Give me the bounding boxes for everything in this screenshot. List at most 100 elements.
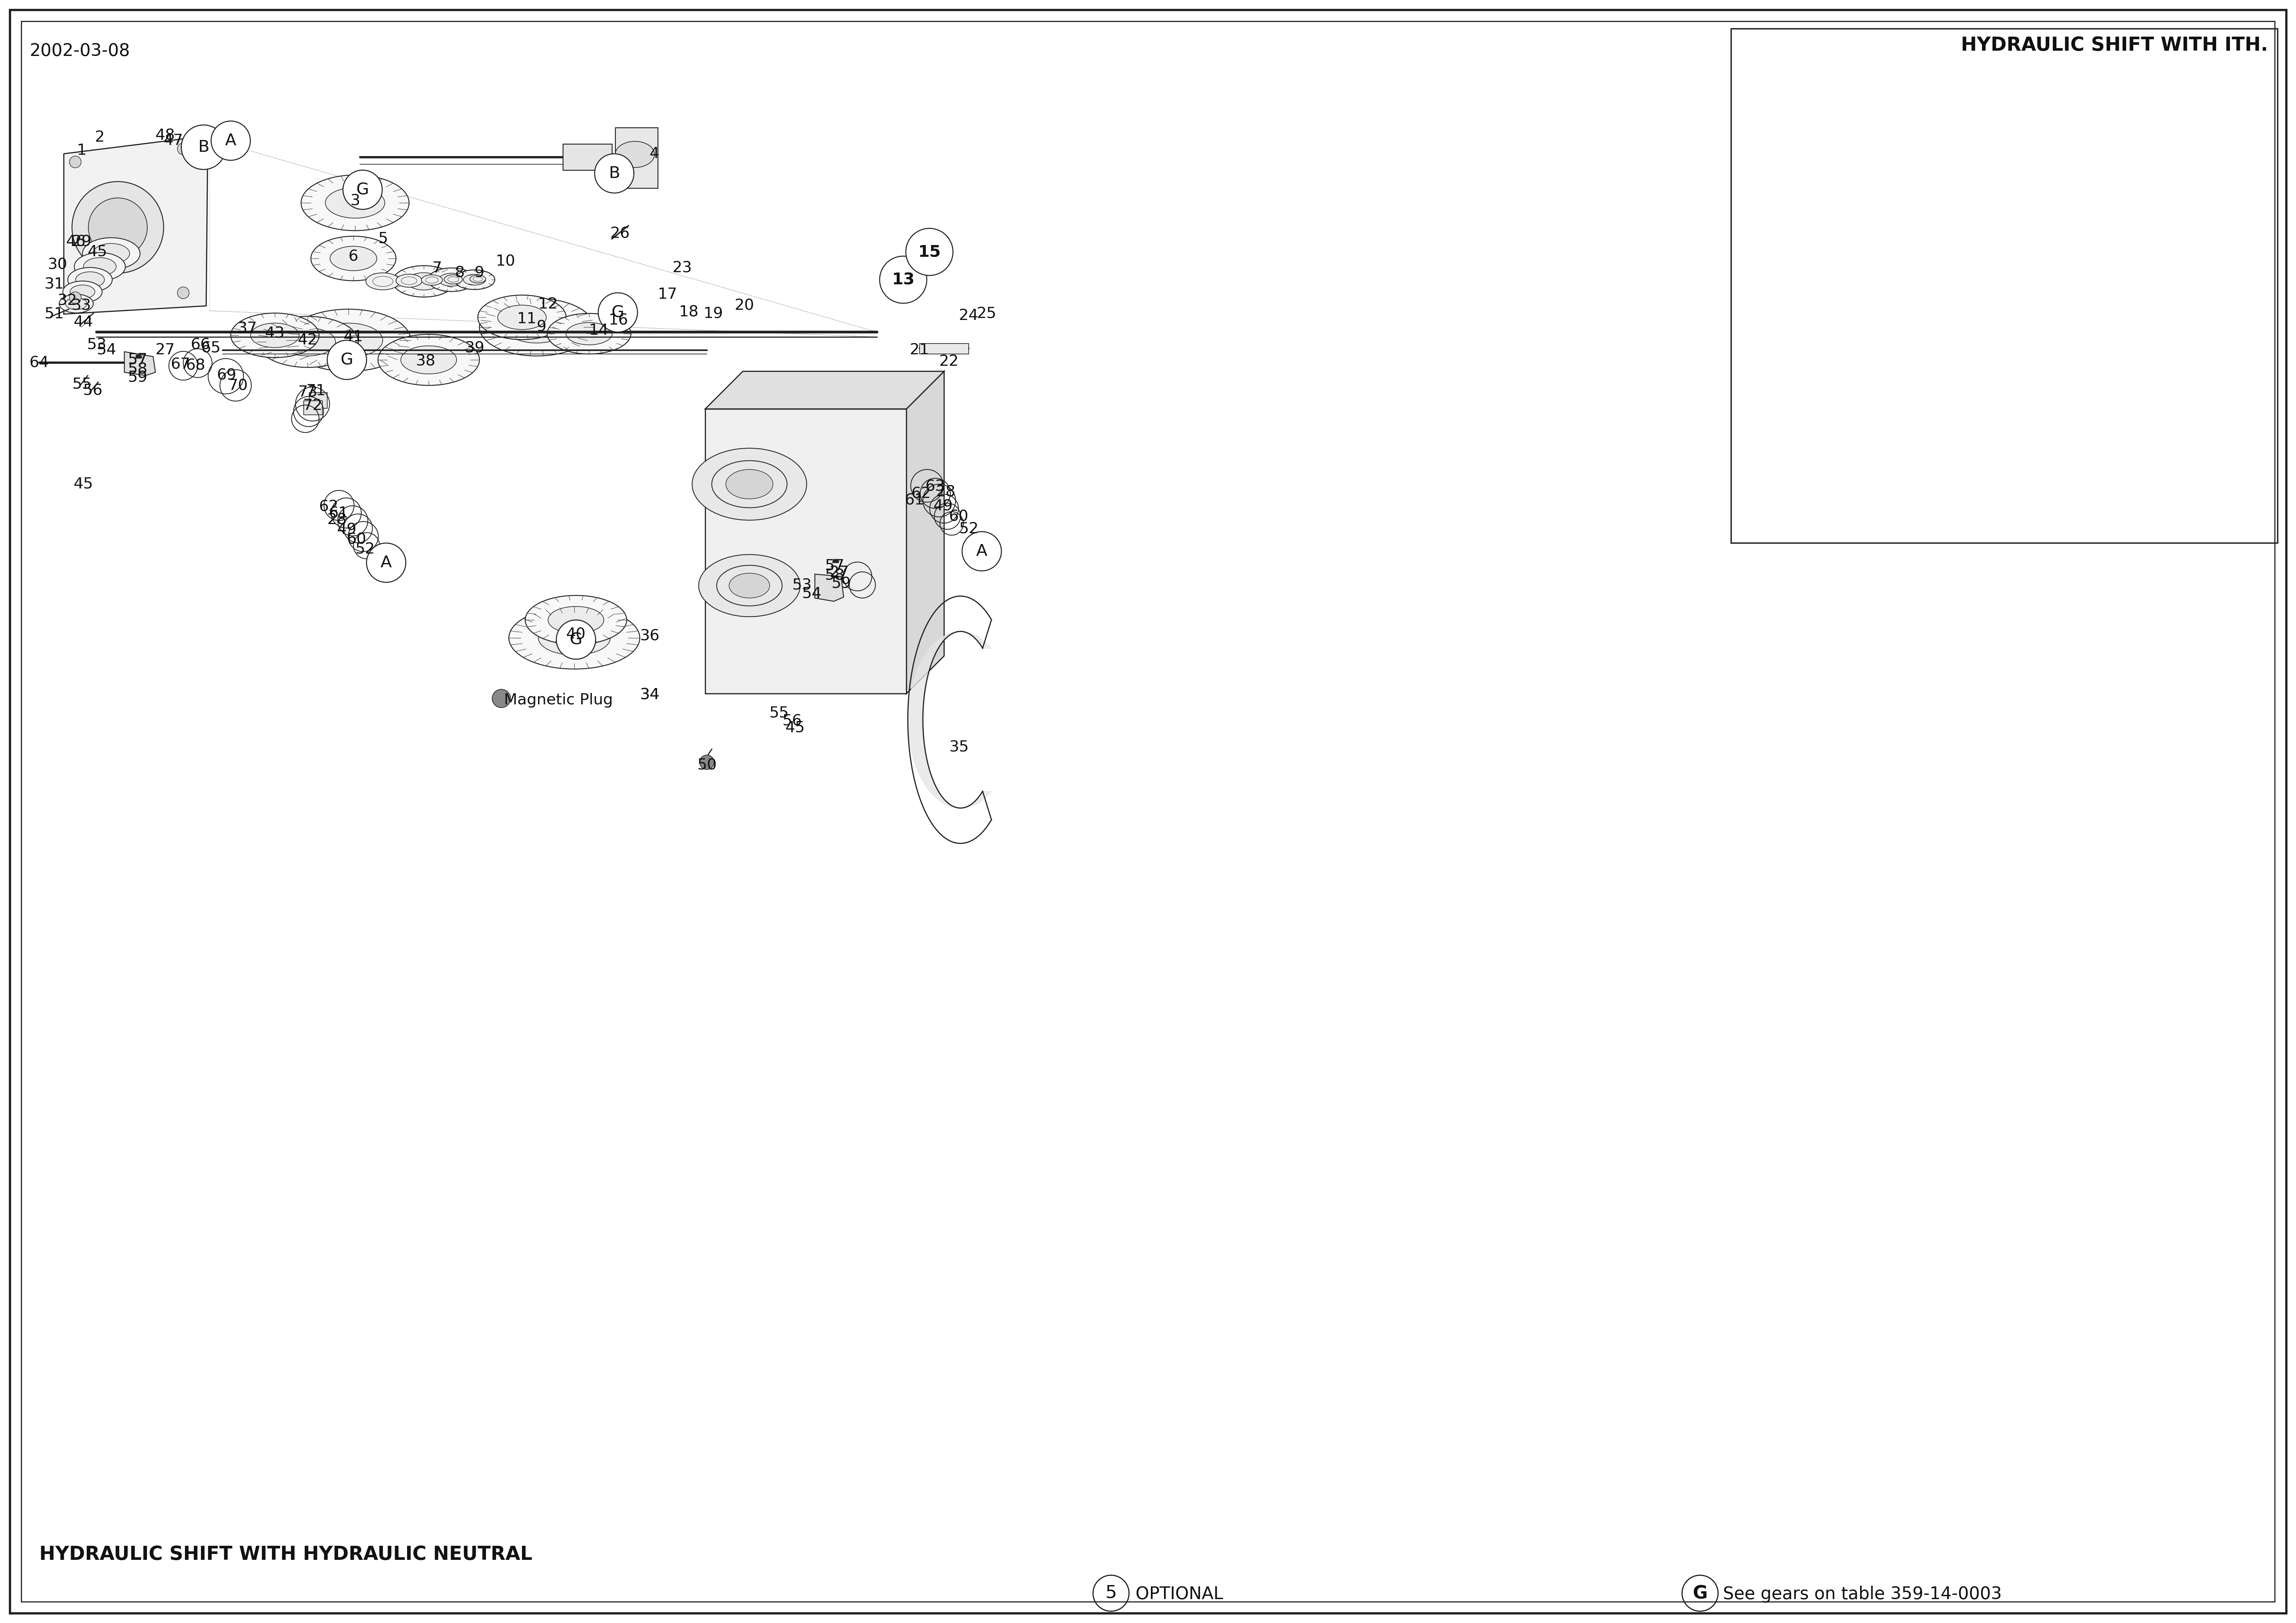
Ellipse shape bbox=[537, 622, 611, 656]
Ellipse shape bbox=[406, 273, 441, 291]
Ellipse shape bbox=[730, 573, 769, 597]
Text: 57: 57 bbox=[824, 558, 845, 573]
Text: 53: 53 bbox=[792, 578, 810, 592]
Bar bbox=[563, 144, 613, 170]
Ellipse shape bbox=[92, 243, 129, 263]
Text: 56: 56 bbox=[83, 383, 103, 398]
Text: 18: 18 bbox=[680, 305, 698, 320]
Text: 16: 16 bbox=[608, 313, 629, 328]
Ellipse shape bbox=[546, 313, 631, 354]
Text: 41: 41 bbox=[344, 329, 363, 344]
Ellipse shape bbox=[69, 268, 113, 292]
Circle shape bbox=[599, 292, 638, 333]
Text: HYDRAULIC SHIFT WITH ITH.: HYDRAULIC SHIFT WITH ITH. bbox=[1961, 36, 2268, 55]
Polygon shape bbox=[815, 575, 843, 601]
Text: 52: 52 bbox=[356, 542, 374, 557]
Text: 62: 62 bbox=[319, 500, 340, 514]
Text: G: G bbox=[356, 182, 370, 198]
Text: 8: 8 bbox=[455, 266, 464, 281]
Circle shape bbox=[69, 156, 80, 167]
Text: 50: 50 bbox=[698, 758, 716, 773]
Text: 70: 70 bbox=[227, 378, 248, 393]
Circle shape bbox=[556, 620, 595, 659]
Polygon shape bbox=[64, 136, 209, 315]
Text: 29: 29 bbox=[71, 235, 92, 250]
Ellipse shape bbox=[67, 297, 87, 310]
Ellipse shape bbox=[395, 274, 422, 287]
Text: 25: 25 bbox=[976, 307, 996, 321]
Text: 34: 34 bbox=[641, 688, 659, 703]
Text: 21: 21 bbox=[909, 342, 930, 357]
Ellipse shape bbox=[427, 268, 475, 292]
Text: 49: 49 bbox=[338, 523, 356, 537]
Text: 22: 22 bbox=[939, 354, 960, 368]
Text: 26: 26 bbox=[611, 227, 629, 242]
Text: 69: 69 bbox=[216, 368, 236, 383]
Circle shape bbox=[328, 341, 367, 380]
Text: G: G bbox=[569, 631, 583, 648]
Ellipse shape bbox=[480, 299, 595, 355]
Polygon shape bbox=[303, 401, 321, 415]
Ellipse shape bbox=[505, 312, 567, 342]
Text: B: B bbox=[197, 140, 209, 156]
Text: 19: 19 bbox=[703, 307, 723, 321]
Text: 20: 20 bbox=[735, 299, 755, 313]
Text: 61: 61 bbox=[905, 493, 925, 508]
Text: 45: 45 bbox=[87, 245, 108, 260]
Text: 43: 43 bbox=[264, 326, 285, 341]
Circle shape bbox=[177, 287, 188, 299]
Ellipse shape bbox=[379, 334, 480, 385]
Ellipse shape bbox=[615, 141, 654, 167]
Text: 59: 59 bbox=[129, 370, 147, 385]
Text: 32: 32 bbox=[57, 294, 78, 308]
Ellipse shape bbox=[464, 274, 487, 286]
Text: 58: 58 bbox=[129, 362, 147, 377]
Text: 38: 38 bbox=[416, 354, 436, 368]
Ellipse shape bbox=[326, 188, 386, 217]
Text: 59: 59 bbox=[831, 576, 852, 591]
Text: 33: 33 bbox=[71, 299, 92, 313]
Ellipse shape bbox=[726, 469, 774, 498]
Ellipse shape bbox=[230, 313, 319, 357]
Text: 10: 10 bbox=[496, 255, 514, 269]
Text: Magnetic Plug: Magnetic Plug bbox=[503, 693, 613, 708]
Text: 55: 55 bbox=[769, 706, 790, 721]
Text: 57: 57 bbox=[129, 352, 147, 367]
Text: 66: 66 bbox=[191, 338, 211, 352]
Circle shape bbox=[907, 229, 953, 276]
Polygon shape bbox=[310, 393, 328, 409]
Ellipse shape bbox=[365, 273, 400, 291]
Text: 56: 56 bbox=[783, 714, 801, 729]
Text: 37: 37 bbox=[236, 321, 257, 336]
Text: 30: 30 bbox=[48, 258, 67, 273]
Text: 52: 52 bbox=[960, 523, 978, 537]
Polygon shape bbox=[705, 372, 944, 409]
Text: 51: 51 bbox=[44, 307, 64, 321]
Text: 36: 36 bbox=[641, 630, 659, 644]
Ellipse shape bbox=[76, 271, 103, 287]
Polygon shape bbox=[921, 344, 969, 354]
Text: 48: 48 bbox=[156, 128, 174, 143]
Text: 71: 71 bbox=[305, 383, 326, 398]
Text: 24: 24 bbox=[960, 308, 978, 323]
Text: 40: 40 bbox=[567, 628, 585, 643]
Text: 62: 62 bbox=[912, 487, 932, 502]
Text: 39: 39 bbox=[464, 341, 484, 355]
Text: 27: 27 bbox=[829, 565, 850, 579]
Text: A: A bbox=[225, 133, 236, 149]
Polygon shape bbox=[705, 409, 907, 693]
Text: 7: 7 bbox=[432, 261, 441, 276]
Text: 45: 45 bbox=[73, 477, 94, 492]
Text: 54: 54 bbox=[801, 586, 822, 601]
Ellipse shape bbox=[526, 596, 627, 644]
Circle shape bbox=[962, 532, 1001, 571]
Ellipse shape bbox=[287, 308, 411, 372]
Text: HYDRAULIC SHIFT WITH HYDRAULIC NEUTRAL: HYDRAULIC SHIFT WITH HYDRAULIC NEUTRAL bbox=[39, 1545, 533, 1565]
Text: 61: 61 bbox=[328, 506, 349, 521]
Ellipse shape bbox=[301, 175, 409, 230]
Ellipse shape bbox=[455, 269, 496, 289]
Text: 73: 73 bbox=[298, 385, 317, 399]
Ellipse shape bbox=[567, 323, 613, 344]
Text: 28: 28 bbox=[328, 513, 347, 527]
Text: 35: 35 bbox=[948, 740, 969, 755]
